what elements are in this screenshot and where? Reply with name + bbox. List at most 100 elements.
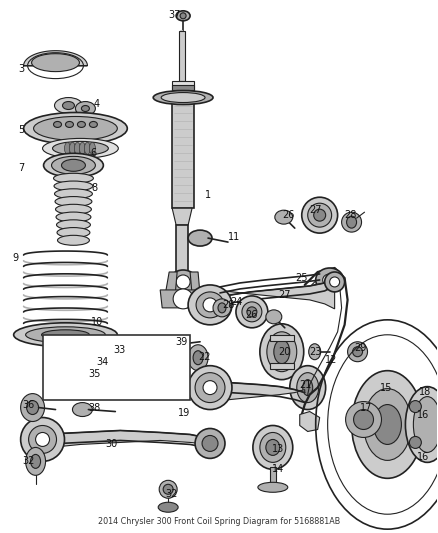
Ellipse shape [195, 373, 225, 402]
Text: 10: 10 [92, 317, 104, 327]
Polygon shape [190, 272, 200, 295]
Ellipse shape [74, 368, 92, 382]
Ellipse shape [78, 372, 86, 378]
Ellipse shape [163, 484, 173, 494]
Polygon shape [210, 278, 335, 309]
Text: 18: 18 [419, 386, 431, 397]
Text: 9: 9 [13, 253, 19, 263]
Text: 16: 16 [417, 453, 430, 463]
Ellipse shape [54, 98, 82, 114]
Text: 39: 39 [175, 337, 187, 347]
Ellipse shape [325, 272, 345, 292]
Bar [172, 85, 194, 90]
Text: 7: 7 [19, 163, 25, 173]
Ellipse shape [196, 292, 224, 318]
Ellipse shape [159, 480, 177, 498]
Text: 22: 22 [198, 352, 211, 362]
Ellipse shape [145, 337, 157, 352]
Bar [172, 99, 194, 208]
Ellipse shape [342, 212, 361, 232]
Ellipse shape [78, 122, 85, 127]
Ellipse shape [75, 101, 95, 116]
Ellipse shape [193, 351, 203, 365]
Text: 20: 20 [278, 347, 290, 357]
Ellipse shape [54, 189, 92, 199]
Text: 5: 5 [19, 125, 25, 135]
Ellipse shape [42, 139, 118, 158]
Ellipse shape [266, 310, 282, 324]
Ellipse shape [253, 425, 293, 470]
Bar [270, 467, 276, 486]
Text: 37: 37 [168, 10, 180, 20]
Ellipse shape [70, 142, 75, 155]
Ellipse shape [297, 373, 319, 402]
Ellipse shape [188, 366, 232, 409]
Ellipse shape [89, 142, 95, 155]
Ellipse shape [25, 447, 46, 475]
Ellipse shape [323, 274, 337, 286]
Ellipse shape [346, 216, 357, 228]
Ellipse shape [348, 342, 367, 362]
Ellipse shape [266, 439, 280, 455]
Ellipse shape [413, 397, 438, 453]
Ellipse shape [410, 437, 421, 448]
Ellipse shape [203, 381, 217, 394]
Ellipse shape [314, 209, 326, 221]
Polygon shape [300, 411, 320, 432]
Text: 2014 Chrysler 300 Front Coil Spring Diagram for 5168881AB: 2014 Chrysler 300 Front Coil Spring Diag… [98, 516, 340, 526]
Ellipse shape [173, 289, 193, 309]
Text: 28: 28 [345, 210, 357, 220]
Ellipse shape [364, 389, 411, 461]
Ellipse shape [352, 370, 424, 478]
Ellipse shape [57, 220, 90, 230]
Text: 19: 19 [178, 408, 191, 417]
Ellipse shape [53, 141, 108, 155]
Text: 32: 32 [165, 489, 177, 499]
Ellipse shape [406, 386, 438, 462]
Text: 33: 33 [113, 345, 126, 355]
Ellipse shape [218, 303, 226, 313]
Ellipse shape [346, 401, 381, 438]
Polygon shape [41, 431, 210, 448]
Polygon shape [165, 272, 177, 295]
Ellipse shape [14, 323, 117, 347]
Ellipse shape [267, 332, 297, 372]
Text: 6: 6 [90, 148, 96, 158]
Ellipse shape [35, 432, 49, 447]
Text: 25: 25 [295, 273, 307, 283]
Ellipse shape [290, 366, 326, 409]
Text: 26: 26 [245, 310, 257, 320]
Ellipse shape [27, 401, 39, 415]
Text: 21: 21 [300, 379, 312, 390]
Ellipse shape [260, 324, 304, 379]
Ellipse shape [158, 502, 178, 512]
Text: 28: 28 [222, 300, 234, 310]
Ellipse shape [57, 236, 89, 245]
Ellipse shape [72, 402, 92, 416]
Polygon shape [24, 51, 88, 66]
Text: 32: 32 [23, 456, 35, 466]
Ellipse shape [247, 307, 257, 317]
Ellipse shape [53, 122, 61, 127]
Ellipse shape [74, 142, 81, 155]
Polygon shape [160, 290, 200, 308]
Ellipse shape [55, 197, 92, 206]
Ellipse shape [242, 302, 262, 322]
Ellipse shape [169, 270, 197, 294]
Text: 27: 27 [310, 205, 322, 215]
Ellipse shape [180, 13, 186, 19]
Ellipse shape [42, 330, 89, 340]
Ellipse shape [81, 106, 89, 111]
Ellipse shape [61, 159, 85, 171]
Text: 38: 38 [88, 402, 101, 413]
Ellipse shape [316, 268, 343, 292]
Text: 36: 36 [23, 400, 35, 409]
Ellipse shape [52, 156, 95, 174]
Ellipse shape [309, 344, 321, 360]
Ellipse shape [89, 122, 97, 127]
Bar [179, 31, 185, 80]
Ellipse shape [56, 212, 91, 222]
Ellipse shape [161, 93, 205, 102]
Ellipse shape [34, 117, 117, 140]
Ellipse shape [79, 355, 101, 370]
